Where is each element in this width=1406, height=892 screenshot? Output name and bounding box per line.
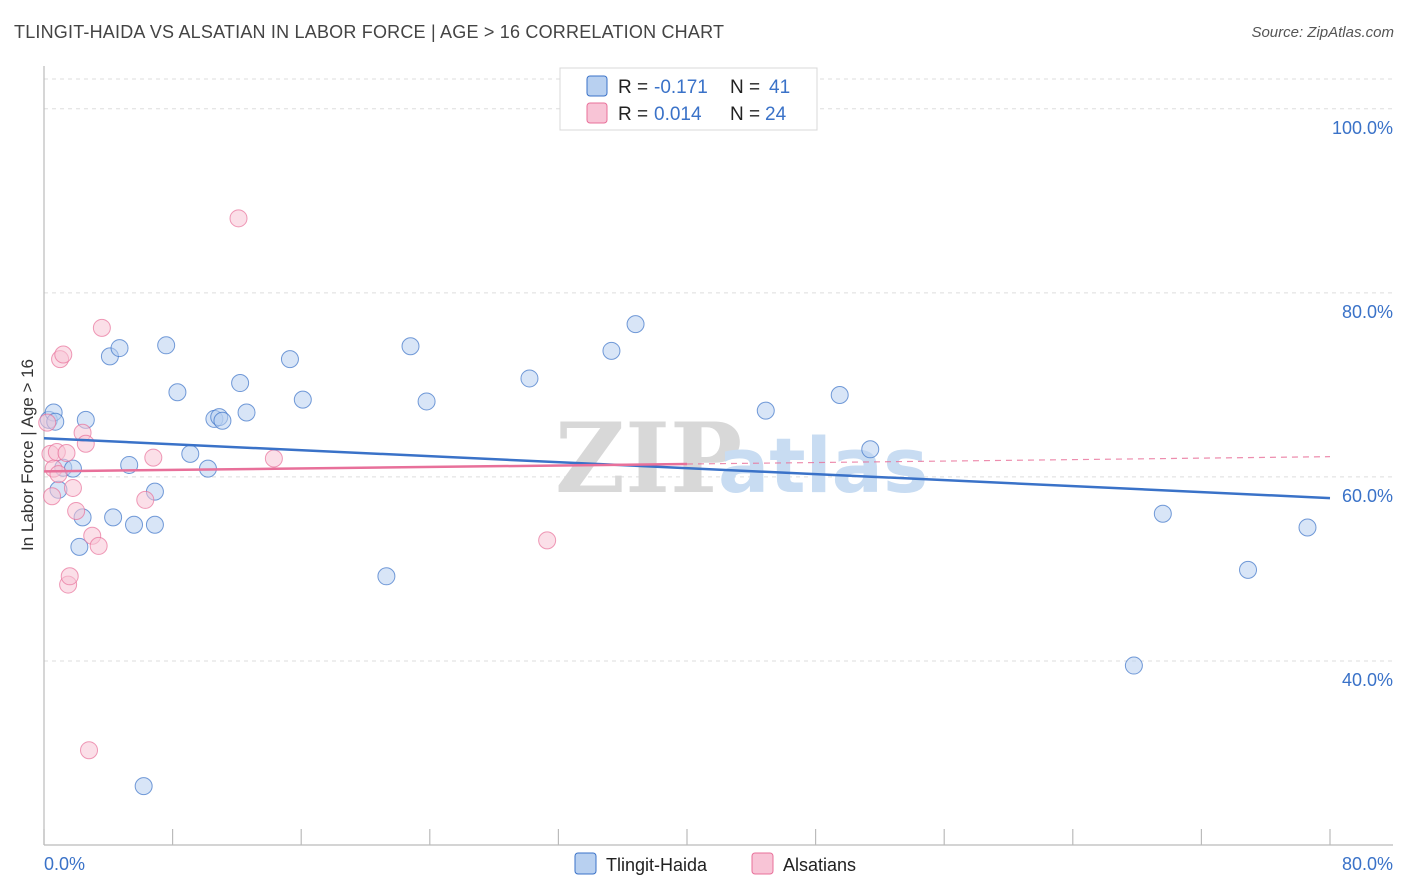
trend-line-alsatians <box>43 462 688 473</box>
y-tick-label-40: 40.0% <box>1342 670 1393 690</box>
chart-title: TLINGIT-HAIDA VS ALSATIAN IN LABOR FORCE… <box>14 22 725 42</box>
x-tick-label-max: 80.0% <box>1342 854 1393 874</box>
y-tick-label-60: 60.0% <box>1342 486 1393 506</box>
point-alsatians-14 <box>80 741 99 760</box>
point-alsatians-22 <box>538 531 557 550</box>
point-tlingit-haida-13 <box>134 777 153 796</box>
bottom-legend: Tlingit-Haida Alsatians <box>574 852 856 875</box>
bottom-legend-label-tlingit-haida: Tlingit-Haida <box>606 855 708 875</box>
point-alsatians-16 <box>89 536 108 555</box>
point-tlingit-haida-5 <box>70 537 89 556</box>
point-alsatians-19 <box>144 448 163 467</box>
point-alsatians-9 <box>60 567 79 586</box>
point-tlingit-haida-27 <box>377 567 396 586</box>
watermark-atlas: atlas <box>718 421 928 510</box>
legend-r-label-1: R = <box>618 77 648 98</box>
point-tlingit-haida-10 <box>110 339 129 358</box>
point-tlingit-haida-39 <box>1298 518 1317 537</box>
point-tlingit-haida-32 <box>626 315 645 334</box>
point-tlingit-haida-23 <box>231 374 250 393</box>
legend-r-value-1: -0.171 <box>654 77 708 98</box>
legend-n-label-1: N = <box>730 77 760 98</box>
y-tick-labels: 100.0% 80.0% 60.0% 40.0% <box>1332 118 1393 690</box>
data-points <box>38 209 1317 796</box>
bottom-legend-swatch-tlingit-haida <box>574 852 597 875</box>
point-alsatians-23 <box>49 465 68 484</box>
trend-line-extension-alsatians <box>686 456 1331 465</box>
legend-swatch-pink <box>586 102 608 124</box>
point-tlingit-haida-22 <box>213 411 232 430</box>
legend-r-label-2: R = <box>618 104 648 125</box>
trend-lines <box>43 437 1331 500</box>
point-tlingit-haida-15 <box>145 515 164 534</box>
point-tlingit-haida-33 <box>756 401 775 420</box>
point-alsatians-0 <box>38 413 57 432</box>
point-alsatians-10 <box>63 478 82 497</box>
x-tick-labels: 0.0% 80.0% <box>44 854 1393 874</box>
legend-n-value-2: 24 <box>765 104 787 125</box>
point-tlingit-haida-17 <box>168 383 187 402</box>
point-alsatians-6 <box>54 345 73 364</box>
watermark: ZIP atlas <box>555 402 928 515</box>
point-tlingit-haida-34 <box>830 386 849 405</box>
bottom-legend-swatch-alsatians <box>751 852 774 875</box>
point-tlingit-haida-24 <box>237 403 256 422</box>
point-tlingit-haida-18 <box>181 444 200 463</box>
point-alsatians-17 <box>92 318 111 337</box>
point-tlingit-haida-30 <box>520 369 539 388</box>
legend-swatch-blue <box>586 75 608 97</box>
point-tlingit-haida-16 <box>157 336 176 355</box>
point-tlingit-haida-9 <box>104 508 123 527</box>
point-alsatians-7 <box>57 443 76 462</box>
point-alsatians-21 <box>264 449 283 468</box>
point-tlingit-haida-25 <box>280 350 299 369</box>
gridlines <box>44 78 1393 662</box>
legend: R = -0.171 N = 41 R = 0.014 N = 24 <box>559 67 818 131</box>
point-tlingit-haida-36 <box>1124 656 1143 675</box>
point-tlingit-haida-29 <box>417 392 436 411</box>
point-alsatians-13 <box>76 434 95 453</box>
point-alsatians-2 <box>43 487 62 506</box>
legend-n-label-2: N = <box>730 104 760 125</box>
trend-line-tlingit-haida <box>43 437 1331 500</box>
point-tlingit-haida-31 <box>602 341 621 360</box>
legend-r-value-2: 0.014 <box>654 104 702 125</box>
point-alsatians-11 <box>67 501 86 520</box>
y-tick-label-80: 80.0% <box>1342 302 1393 322</box>
point-alsatians-18 <box>136 490 155 509</box>
point-tlingit-haida-37 <box>1153 504 1172 523</box>
point-tlingit-haida-12 <box>125 515 144 534</box>
point-tlingit-haida-35 <box>861 440 880 459</box>
y-tick-label-100: 100.0% <box>1332 118 1393 138</box>
x-tick-label-min: 0.0% <box>44 854 85 874</box>
legend-n-value-1: 41 <box>769 77 790 98</box>
point-tlingit-haida-26 <box>293 390 312 409</box>
point-alsatians-20 <box>229 209 248 228</box>
source-label: Source: ZipAtlas.com <box>1251 24 1394 41</box>
point-tlingit-haida-38 <box>1239 560 1258 579</box>
point-tlingit-haida-28 <box>401 337 420 356</box>
watermark-zip: ZIP <box>555 402 742 515</box>
bottom-legend-label-alsatians: Alsatians <box>783 855 856 875</box>
